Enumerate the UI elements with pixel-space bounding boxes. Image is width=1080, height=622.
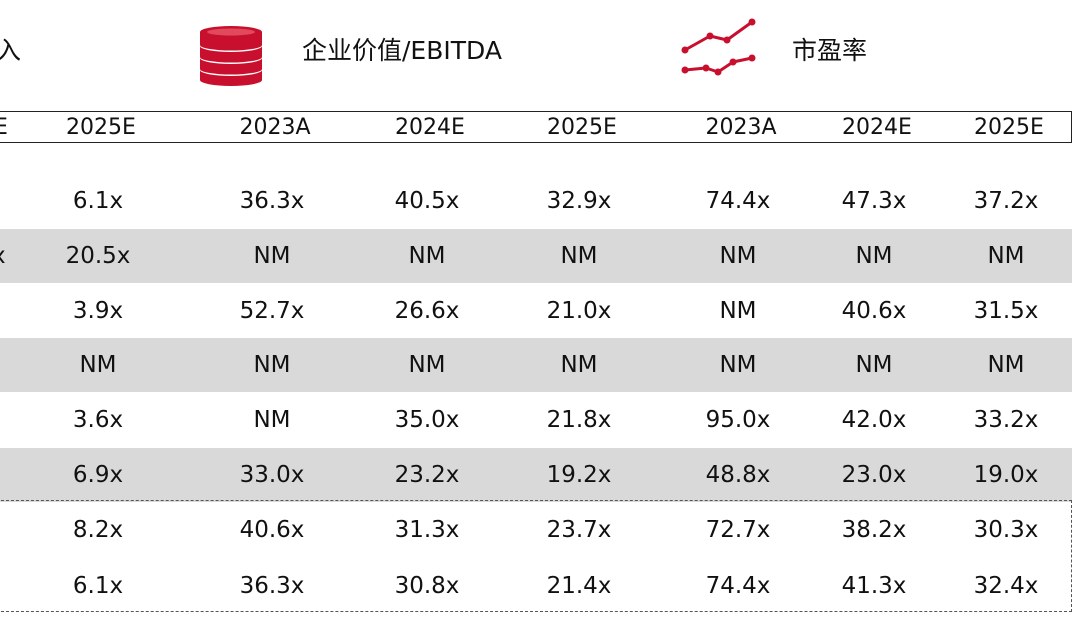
cell-ev-2024: 40.5x xyxy=(394,188,460,214)
year-pe-2025: 2025E xyxy=(974,115,1044,140)
ev-ebitda-header: 企业价值/EBITDA xyxy=(302,36,502,65)
year-ev-2023: 2023A xyxy=(239,115,311,140)
cell-col1: 6.1x xyxy=(72,188,124,214)
table-row: 3.6x NM 35.0x 21.8x 95.0x 42.0x 33.2x xyxy=(0,393,1072,447)
cell-col1: 3.9x xyxy=(72,298,124,324)
cell-pe-2024: NM xyxy=(855,352,893,378)
cell-pe-2025: 19.0x xyxy=(973,462,1039,488)
cell-pe-2023: NM xyxy=(719,243,757,269)
coin-stack-icon xyxy=(196,18,266,88)
cell-ev-2023: 33.0x xyxy=(239,462,305,488)
table-row: 6.1x 36.3x 40.5x 32.9x 74.4x 47.3x 37.2x xyxy=(0,174,1072,228)
cell-ev-2024: 30.8x xyxy=(394,573,460,599)
cell-pe-2024: 38.2x xyxy=(841,517,907,543)
table-row: 6.9x 33.0x 23.2x 19.2x 48.8x 23.0x 19.0x xyxy=(0,448,1072,502)
cell-ev-2025: 21.0x xyxy=(546,298,612,324)
table-row: x 20.5x NM NM NM NM NM NM xyxy=(0,229,1072,283)
cell-ev-2024: NM xyxy=(408,243,446,269)
cell-ev-2024: 35.0x xyxy=(394,407,460,433)
cell-partial: x xyxy=(0,229,6,283)
cell-pe-2023: NM xyxy=(719,298,757,324)
cell-pe-2025: NM xyxy=(987,243,1025,269)
cell-pe-2024: 42.0x xyxy=(841,407,907,433)
year-pe-2024: 2024E xyxy=(842,115,912,140)
cell-ev-2023: NM xyxy=(253,243,291,269)
cell-pe-2023: 95.0x xyxy=(705,407,771,433)
year-ev-2025: 2025E xyxy=(547,115,617,140)
cell-ev-2025: 32.9x xyxy=(546,188,612,214)
cell-pe-2025: 30.3x xyxy=(973,517,1039,543)
cell-pe-2024: 40.6x xyxy=(841,298,907,324)
cell-ev-2024: 23.2x xyxy=(394,462,460,488)
cell-ev-2025: 23.7x xyxy=(546,517,612,543)
cell-pe-2025: 32.4x xyxy=(973,573,1039,599)
partial-header-label: 入 xyxy=(0,36,22,65)
line-trend-icon xyxy=(680,16,760,78)
cell-ev-2024: 26.6x xyxy=(394,298,460,324)
table-row: 6.1x 36.3x 30.8x 21.4x 74.4x 41.3x 32.4x xyxy=(0,559,1072,613)
cell-ev-2023: 40.6x xyxy=(239,517,305,543)
year-col1: 2025E xyxy=(66,115,136,140)
cell-ev-2025: 19.2x xyxy=(546,462,612,488)
cell-pe-2023: NM xyxy=(719,352,757,378)
cell-pe-2024: 41.3x xyxy=(841,573,907,599)
cell-col1: 20.5x xyxy=(65,243,131,269)
cell-col1: NM xyxy=(79,352,117,378)
year-partial: E xyxy=(0,115,8,140)
year-pe-2023: 2023A xyxy=(705,115,777,140)
cell-col1: 6.1x xyxy=(72,573,124,599)
cell-pe-2024: 23.0x xyxy=(841,462,907,488)
cell-ev-2023: 52.7x xyxy=(239,298,305,324)
cell-col1: 3.6x xyxy=(72,407,124,433)
pe-header: 市盈率 xyxy=(792,36,868,65)
cell-ev-2023: NM xyxy=(253,352,291,378)
year-ev-2024: 2024E xyxy=(395,115,465,140)
cell-pe-2025: NM xyxy=(987,352,1025,378)
cell-ev-2025: 21.8x xyxy=(546,407,612,433)
cell-ev-2025: 21.4x xyxy=(546,573,612,599)
cell-pe-2023: 48.8x xyxy=(705,462,771,488)
cell-pe-2024: NM xyxy=(855,243,893,269)
table-row: 8.2x 40.6x 31.3x 23.7x 72.7x 38.2x 30.3x xyxy=(0,503,1072,557)
cell-pe-2025: 37.2x xyxy=(973,188,1039,214)
cell-ev-2025: NM xyxy=(560,352,598,378)
summary-dashed-box xyxy=(0,500,1072,612)
table-row: NM NM NM NM NM NM NM xyxy=(0,338,1072,392)
year-header-box xyxy=(0,111,1072,143)
table-row: 3.9x 52.7x 26.6x 21.0x NM 40.6x 31.5x xyxy=(0,284,1072,338)
cell-col1: 6.9x xyxy=(72,462,124,488)
cell-ev-2024: NM xyxy=(408,352,446,378)
cell-ev-2023: NM xyxy=(253,407,291,433)
cell-pe-2023: 74.4x xyxy=(705,573,771,599)
cell-ev-2023: 36.3x xyxy=(239,188,305,214)
cell-pe-2023: 72.7x xyxy=(705,517,771,543)
cell-ev-2023: 36.3x xyxy=(239,573,305,599)
cell-ev-2025: NM xyxy=(560,243,598,269)
cell-pe-2025: 31.5x xyxy=(973,298,1039,324)
cell-ev-2024: 31.3x xyxy=(394,517,460,543)
cell-col1: 8.2x xyxy=(72,517,124,543)
cell-pe-2025: 33.2x xyxy=(973,407,1039,433)
cell-pe-2024: 47.3x xyxy=(841,188,907,214)
cell-pe-2023: 74.4x xyxy=(705,188,771,214)
